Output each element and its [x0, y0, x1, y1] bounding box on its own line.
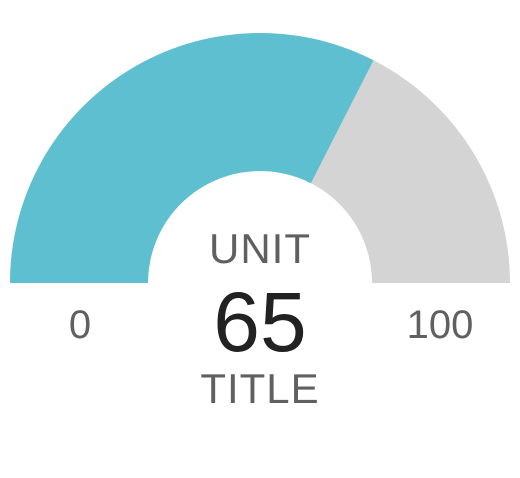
gauge-value-arc: [10, 32, 374, 283]
gauge-unit-label: UNIT: [209, 225, 311, 272]
gauge-value-label: 65: [213, 275, 307, 369]
gauge-max-label: 100: [406, 303, 474, 347]
gauge-min-label: 0: [68, 303, 92, 347]
gauge-title-label: TITLE: [200, 365, 320, 412]
